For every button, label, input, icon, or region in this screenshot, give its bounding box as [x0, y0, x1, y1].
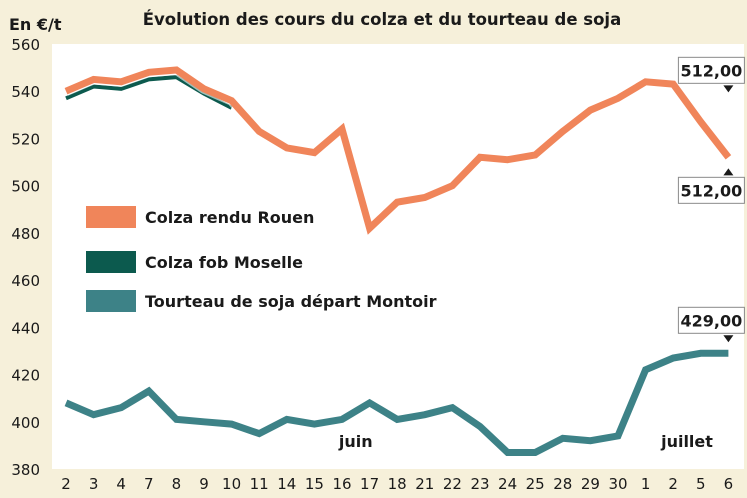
value-callout-arrow — [723, 335, 734, 343]
y-tick-label: 420 — [11, 367, 40, 385]
value-callout-arrow — [723, 85, 734, 93]
value-callout-label: 429,00 — [681, 311, 743, 330]
x-tick-label: 10 — [222, 475, 241, 493]
x-tick-label: 9 — [199, 475, 209, 493]
x-tick-label: 15 — [305, 475, 324, 493]
x-tick-label: 23 — [470, 475, 489, 493]
y-tick-label: 440 — [11, 319, 40, 337]
y-axis-unit-label: En €/t — [9, 15, 62, 34]
x-tick-label: 14 — [277, 475, 296, 493]
series-line — [64, 349, 729, 456]
legend-label: Colza fob Moselle — [145, 253, 303, 272]
x-tick-label: 28 — [553, 475, 572, 493]
x-tick-label: 8 — [172, 475, 182, 493]
legend-label: Tourteau de soja départ Montoir — [145, 292, 437, 311]
legend-swatch — [86, 290, 136, 312]
x-tick-label: 5 — [696, 475, 706, 493]
x-tick-label: 11 — [250, 475, 269, 493]
x-tick-label: 16 — [332, 475, 351, 493]
value-callout-label: 512,00 — [681, 61, 743, 80]
x-tick-label: 29 — [581, 475, 600, 493]
y-tick-label: 540 — [11, 83, 40, 101]
x-tick-label: 4 — [116, 475, 126, 493]
y-tick-label: 460 — [11, 272, 40, 290]
x-tick-label: 6 — [724, 475, 734, 493]
value-callout-box — [677, 176, 745, 204]
x-tick-label: 21 — [415, 475, 434, 493]
legend-swatch — [86, 206, 136, 228]
value-callout-box — [677, 56, 745, 84]
x-tick-label: 30 — [608, 475, 627, 493]
x-tick-label: 18 — [388, 475, 407, 493]
value-callout-label: 512,00 — [681, 181, 743, 200]
legend-swatch — [86, 251, 136, 273]
y-tick-label: 520 — [11, 130, 40, 148]
x-tick-label: 2 — [668, 475, 678, 493]
x-tick-label: 17 — [360, 475, 379, 493]
chart-title: Évolution des cours du colza et du tourt… — [143, 10, 621, 29]
x-tick-label: 3 — [89, 475, 99, 493]
legend-label: Colza rendu Rouen — [145, 208, 314, 227]
month-label: juin — [338, 432, 373, 451]
month-label: juillet — [660, 432, 713, 451]
value-callout-arrow — [723, 168, 734, 176]
y-tick-label: 380 — [11, 461, 40, 479]
x-tick-label: 25 — [526, 475, 545, 493]
y-tick-label: 500 — [11, 178, 40, 196]
x-tick-label: 2 — [61, 475, 71, 493]
y-tick-label: 400 — [11, 414, 40, 432]
value-callout-box — [677, 306, 745, 334]
x-tick-label: 22 — [443, 475, 462, 493]
y-tick-label: 560 — [11, 36, 40, 54]
x-tick-label: 7 — [144, 475, 154, 493]
series-line — [64, 66, 732, 235]
x-tick-label: 24 — [498, 475, 517, 493]
y-tick-label: 480 — [11, 225, 40, 243]
x-tick-label: 1 — [641, 475, 651, 493]
